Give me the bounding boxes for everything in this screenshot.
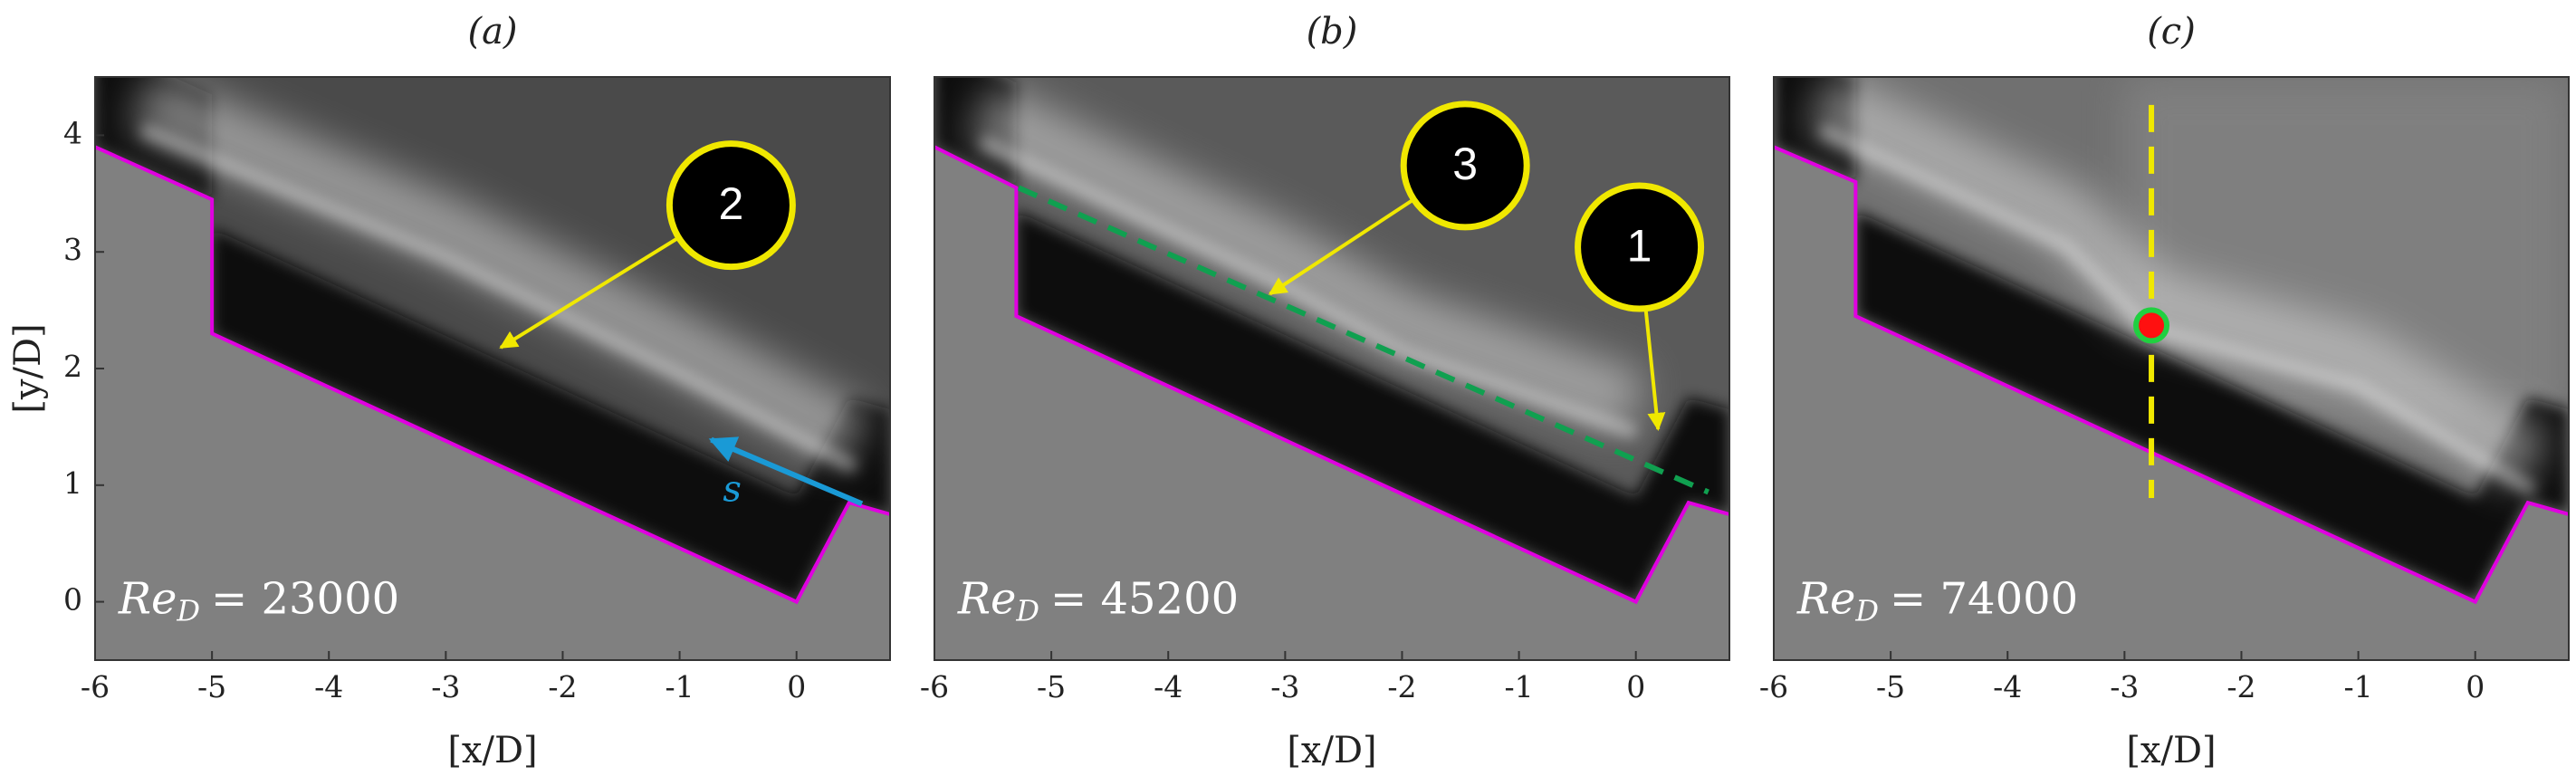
y-axis-label: [y/D] (7, 323, 49, 413)
callout-number: 3 (1452, 139, 1478, 189)
x-tick-label: -5 (197, 669, 226, 704)
y-tick-label: 2 (63, 349, 82, 384)
callout-circle (1400, 101, 1530, 231)
x-axis-label: [x/D] (447, 730, 537, 771)
x-tick-label: -2 (2226, 669, 2255, 704)
panel: ReD = 74000 -6 -5 -4 -3 -2 -1 0 (c) [x/D] (1759, 11, 2570, 771)
shear-core (139, 123, 858, 474)
axes-box (1773, 76, 2570, 661)
x-tick-label: -6 (920, 669, 949, 704)
reynolds-symbol: Re (957, 573, 1017, 624)
reynolds-label: ReD = 23000 (118, 573, 399, 628)
flow-image (934, 77, 1729, 660)
x-tick-label: -3 (2110, 669, 2139, 704)
arc-label: s (723, 469, 742, 511)
flow-image (95, 77, 890, 660)
y-tick-label: 4 (63, 115, 82, 150)
reynolds-label: ReD = 45200 (957, 573, 1239, 628)
wall-outline (934, 145, 1729, 605)
recirculation (95, 77, 890, 602)
reynolds-subscript: D (176, 593, 200, 628)
shear-layer (967, 83, 1647, 434)
y-tick-label: 3 (63, 232, 82, 267)
panel-title: (b) (1307, 11, 1358, 53)
x-tick-label: -6 (1759, 669, 1788, 704)
x-tick-label: -1 (2344, 669, 2373, 704)
reynolds-value: = 74000 (1890, 573, 2078, 624)
shear-layer (129, 77, 870, 467)
x-tick-label: -3 (431, 669, 460, 704)
callout-circle (666, 140, 796, 271)
x-tick-label: 0 (2466, 669, 2485, 704)
x-axis-label: [x/D] (1287, 730, 1376, 771)
reynolds-value: = 23000 (211, 573, 399, 624)
recirculation (934, 77, 1729, 602)
x-tick-label: -4 (1993, 669, 2022, 704)
probe-point (2133, 307, 2170, 344)
recirculation (1774, 77, 2569, 602)
reference-line (1017, 185, 1709, 495)
reynolds-subscript: D (1015, 593, 1039, 628)
panel-title: (a) (467, 11, 517, 53)
solid-region (95, 147, 890, 660)
panel-title: (c) (2147, 11, 2196, 53)
reynolds-value: = 45200 (1050, 573, 1239, 624)
panel: ReD = 45200 3 1 -6 -5 -4 -3 -2 -1 0 (b) [x/D] (920, 11, 1730, 771)
x-tick-label: -1 (666, 669, 694, 704)
wall-outline (1774, 145, 2569, 605)
reynolds-subscript: D (1854, 593, 1879, 628)
x-tick-label: -3 (1270, 669, 1299, 704)
x-tick-label: -2 (548, 669, 577, 704)
flow-image (1774, 77, 2569, 660)
callout-circle (1575, 182, 1705, 312)
x-tick-label: -2 (1387, 669, 1416, 704)
x-tick-label: 0 (787, 669, 806, 704)
y-tick-label: 1 (63, 465, 82, 501)
axes-box (934, 76, 1730, 661)
x-tick-label: -1 (1505, 669, 1534, 704)
solid-region (1774, 147, 2569, 660)
reynolds-label: ReD = 74000 (1796, 573, 2078, 628)
solid-region (934, 147, 1729, 660)
reynolds-symbol: Re (1796, 573, 1856, 624)
callout-number: 1 (1627, 220, 1652, 271)
x-tick-label: -5 (1037, 669, 1066, 704)
arc-arrow (708, 436, 864, 507)
x-tick-label: -5 (1876, 669, 1905, 704)
y-tick-label: 0 (63, 582, 82, 618)
x-tick-label: -6 (81, 669, 110, 704)
x-tick-label: -4 (1154, 669, 1183, 704)
x-tick-label: -4 (314, 669, 343, 704)
wall-outline (95, 145, 890, 605)
reynolds-symbol: Re (118, 573, 177, 624)
shear-layer (1806, 77, 2551, 490)
shear-core (978, 135, 1639, 439)
x-tick-label: 0 (1626, 669, 1645, 704)
callout-number: 2 (718, 178, 743, 229)
x-axis-label: [x/D] (2126, 730, 2216, 771)
panel: ReD = 23000 2 s -6 -5 -4 -3 -2 -1 0 0 1 2 3 4 (a) [x/D] [y… (7, 11, 891, 771)
